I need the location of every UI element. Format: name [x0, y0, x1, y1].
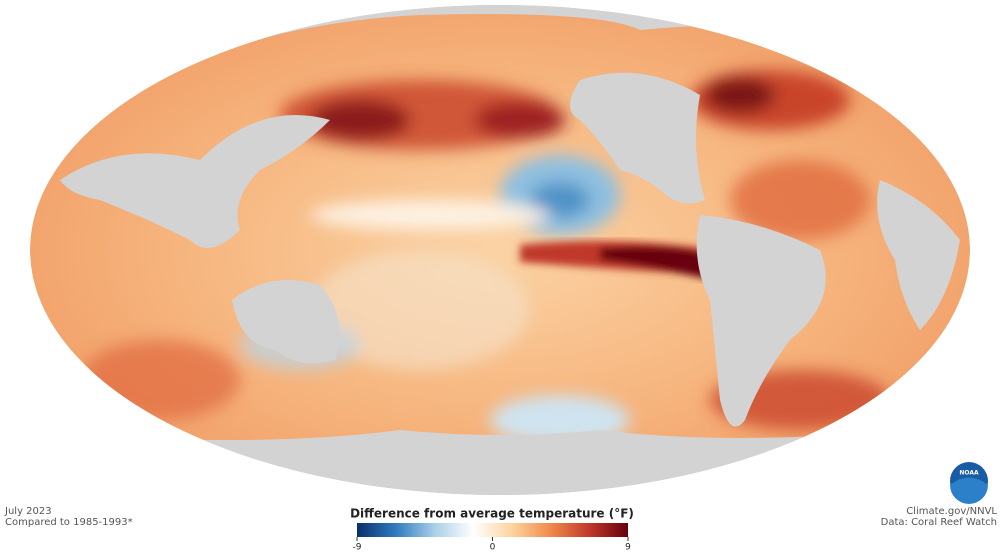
- colorbar-ticks: -9 0 9: [353, 537, 631, 553]
- colorbar-tick-label: 0: [490, 543, 496, 553]
- source-credit: Climate.gov/NNVL: [906, 506, 997, 517]
- date-label: July 2023: [4, 506, 52, 517]
- noaa-logo: NOAA: [950, 462, 988, 504]
- colorbar-tick-label: 9: [625, 543, 631, 553]
- data-credit: Data: Coral Reef Watch: [881, 517, 997, 528]
- legend-title: Difference from average temperature (°F): [350, 507, 634, 521]
- baseline-label: Compared to 1985-1993*: [5, 517, 133, 528]
- colorbar: [357, 523, 628, 537]
- logo-text: NOAA: [959, 470, 979, 477]
- colorbar-tick-label: -9: [353, 543, 362, 553]
